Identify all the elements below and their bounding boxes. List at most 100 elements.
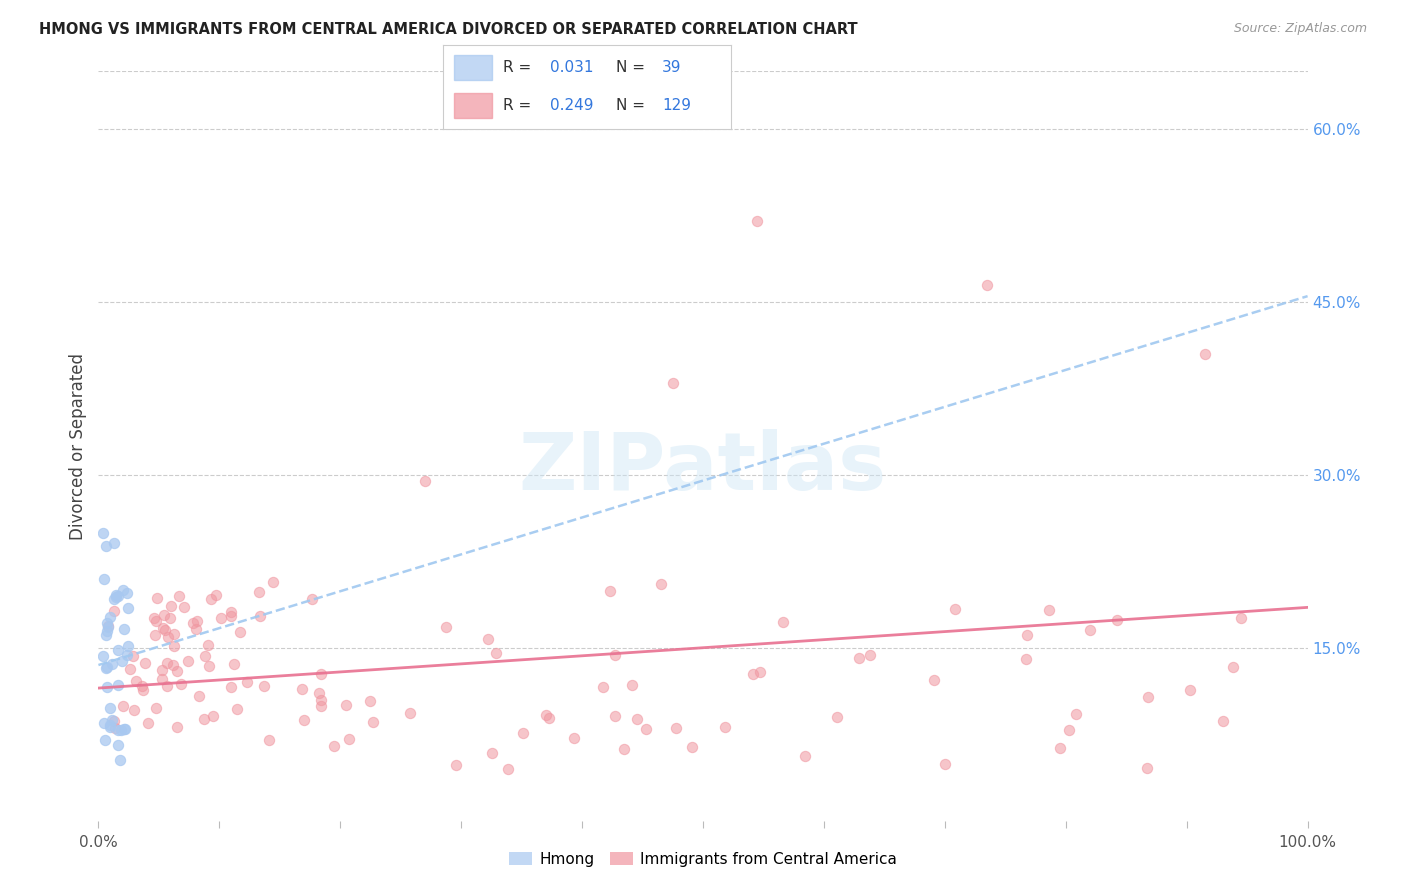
Point — [257, 733, 280, 747]
Point — [1222, 660, 1244, 674]
Point — [156, 656, 179, 670]
Point — [159, 611, 181, 625]
Point — [169, 589, 191, 603]
Point — [225, 702, 247, 716]
Point — [1015, 651, 1038, 665]
Text: R =: R = — [503, 98, 531, 113]
Point — [111, 582, 134, 597]
Point — [166, 721, 188, 735]
Point — [446, 757, 468, 772]
Point — [96, 624, 118, 638]
Point — [146, 591, 169, 605]
Point — [413, 474, 436, 488]
Point — [193, 712, 215, 726]
Point — [93, 715, 115, 730]
Point — [538, 711, 561, 725]
Point — [205, 588, 228, 602]
Point — [107, 739, 129, 753]
Point — [122, 649, 145, 664]
Point — [481, 746, 503, 760]
Point — [136, 715, 159, 730]
Point — [661, 376, 683, 390]
Point — [361, 714, 384, 729]
Point — [309, 667, 332, 681]
Point — [157, 630, 180, 644]
Point — [603, 648, 626, 663]
Point — [107, 590, 129, 604]
Point — [262, 575, 284, 590]
Point — [613, 742, 636, 756]
Point — [859, 648, 882, 663]
Point — [96, 661, 118, 675]
Point — [103, 604, 125, 618]
Point — [309, 693, 332, 707]
Point — [323, 739, 346, 753]
Point — [101, 713, 124, 727]
Point — [163, 627, 186, 641]
Point — [1038, 603, 1060, 617]
Point — [201, 708, 224, 723]
Text: 0.031: 0.031 — [550, 60, 593, 75]
Point — [98, 700, 121, 714]
Point — [97, 619, 120, 633]
Point — [184, 622, 207, 636]
Y-axis label: Divorced or Separated: Divorced or Separated — [69, 352, 87, 540]
Point — [134, 656, 156, 670]
Point — [359, 694, 381, 708]
Point — [222, 657, 245, 672]
Point — [101, 657, 124, 671]
Point — [103, 714, 125, 728]
Point — [105, 588, 128, 602]
Point — [512, 726, 534, 740]
Point — [177, 654, 200, 668]
Point — [626, 712, 648, 726]
Point — [247, 584, 270, 599]
Point — [150, 672, 173, 686]
Point — [145, 614, 167, 628]
Point — [170, 676, 193, 690]
Point — [91, 526, 114, 541]
Point — [209, 610, 232, 624]
Point — [104, 591, 127, 605]
Point — [308, 686, 330, 700]
Point — [747, 214, 769, 228]
Point — [143, 628, 166, 642]
Point — [636, 723, 658, 737]
Point — [94, 628, 117, 642]
Point — [665, 721, 688, 735]
Point — [117, 639, 139, 653]
Point — [1017, 628, 1039, 642]
Point — [200, 591, 222, 606]
Point — [98, 721, 121, 735]
Text: Source: ZipAtlas.com: Source: ZipAtlas.com — [1233, 22, 1367, 36]
Point — [145, 701, 167, 715]
Point — [229, 625, 252, 640]
Point — [173, 600, 195, 615]
Point — [339, 732, 361, 747]
Point — [772, 615, 794, 629]
Point — [592, 680, 614, 694]
Point — [114, 722, 136, 736]
Point — [603, 709, 626, 723]
Point — [1057, 723, 1080, 737]
Point — [198, 659, 221, 673]
Text: R =: R = — [503, 60, 531, 75]
Point — [107, 643, 129, 657]
Point — [96, 539, 118, 553]
Point — [122, 703, 145, 717]
Point — [91, 648, 114, 663]
Point — [398, 706, 420, 721]
Point — [742, 667, 765, 681]
Point — [825, 710, 848, 724]
Point — [1212, 714, 1234, 728]
Point — [186, 614, 208, 628]
Point — [152, 607, 174, 622]
Point — [98, 718, 121, 732]
Bar — [454, 54, 492, 80]
Point — [112, 622, 135, 636]
Point — [163, 640, 186, 654]
Point — [107, 723, 129, 737]
Point — [1137, 690, 1160, 704]
Point — [292, 713, 315, 727]
Point — [434, 620, 457, 634]
